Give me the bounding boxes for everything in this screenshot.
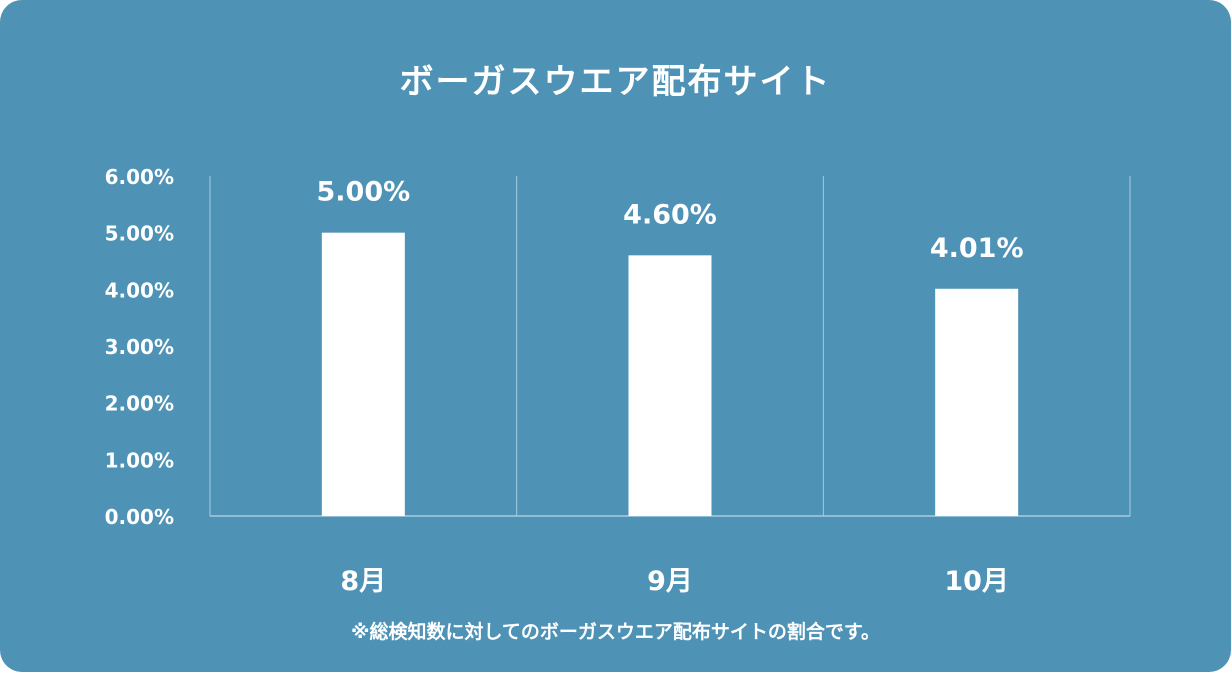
data-label: 4.60% xyxy=(623,199,717,230)
y-tick-label: 3.00% xyxy=(105,335,174,359)
x-tick-label: 10月 xyxy=(944,566,1009,597)
chart-title: ボーガスウエア配布サイト xyxy=(399,62,832,102)
x-tick-label: 9月 xyxy=(647,566,693,597)
y-tick-label: 1.00% xyxy=(105,448,174,472)
x-tick-label: 8月 xyxy=(340,566,386,597)
y-tick-label: 2.00% xyxy=(105,392,174,416)
y-tick-label: 0.00% xyxy=(105,505,174,529)
y-tick-label: 5.00% xyxy=(105,222,174,246)
bar xyxy=(628,255,712,517)
bar xyxy=(935,288,1019,516)
data-label: 4.01% xyxy=(930,233,1024,264)
bar xyxy=(321,232,405,516)
data-label: 5.00% xyxy=(316,177,410,208)
chart-footnote: ※総検知数に対してのボーガスウエア配布サイトの割合です。 xyxy=(350,621,880,643)
y-tick-label: 4.00% xyxy=(105,278,174,302)
y-tick-label: 6.00% xyxy=(105,165,174,189)
